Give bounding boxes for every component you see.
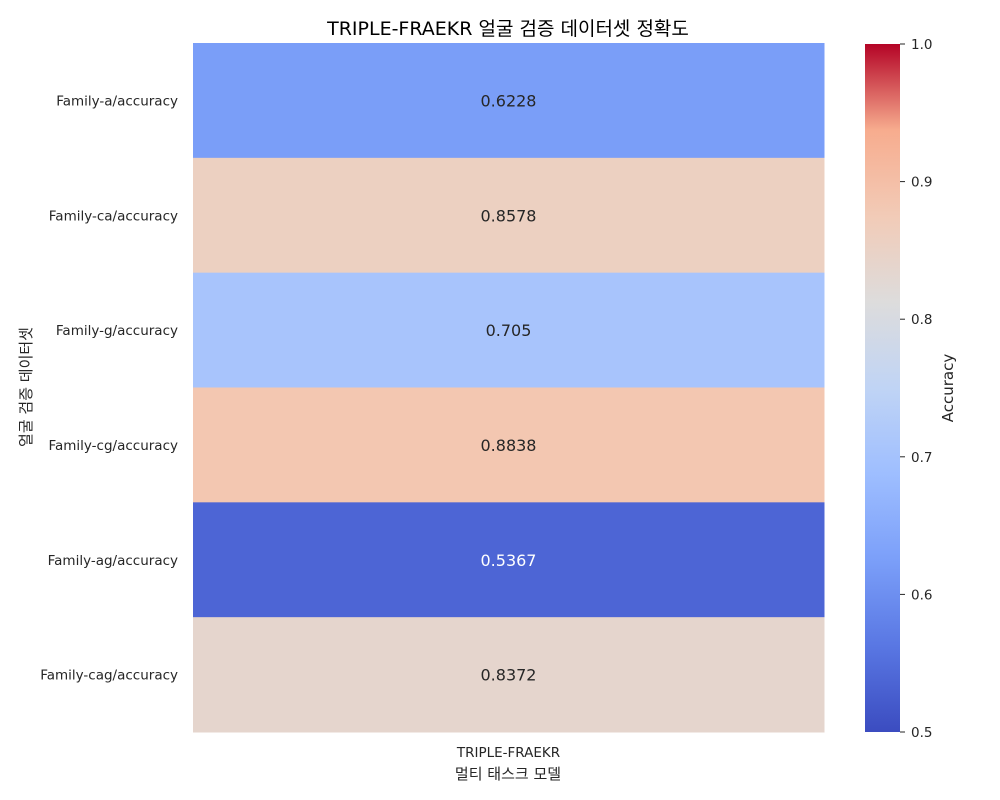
heatmap-cells: 0.6228 0.8578 0.705 0.8838 0.5367 0.8372 bbox=[193, 43, 825, 733]
y-tick-label: Family-cg/accuracy bbox=[48, 438, 178, 454]
colorbar-tick-label: 0.8 bbox=[911, 312, 932, 328]
x-axis-label: 멀티 태스크 모델 bbox=[455, 765, 561, 783]
y-tick-label: Family-ag/accuracy bbox=[48, 553, 178, 569]
heatmap-cell bbox=[193, 617, 825, 733]
y-tick-label: Family-g/accuracy bbox=[56, 323, 178, 339]
y-tick-labels: Family-a/accuracy Family-ca/accuracy Famil… bbox=[40, 93, 178, 683]
y-axis-label: 얼굴 검증 데이터셋 bbox=[17, 327, 35, 447]
heatmap-cell bbox=[193, 43, 825, 159]
heatmap-cell bbox=[193, 272, 825, 388]
y-tick-label: Family-cag/accuracy bbox=[40, 668, 178, 684]
cell-value-label: 0.8372 bbox=[481, 666, 537, 685]
colorbar-tick-label: 0.9 bbox=[911, 175, 932, 191]
cell-value-label: 0.8578 bbox=[481, 206, 537, 225]
y-tick-label: Family-ca/accuracy bbox=[49, 208, 178, 224]
x-tick-labels: TRIPLE-FRAEKR bbox=[456, 745, 560, 761]
colorbar-tick-label: 0.6 bbox=[911, 587, 932, 603]
colorbar-ticks: 0.5 0.6 0.7 0.8 0.9 1.0 bbox=[900, 37, 932, 741]
heatmap-cell bbox=[193, 387, 825, 503]
heatmap-cell bbox=[193, 502, 825, 618]
cell-value-label: 0.705 bbox=[486, 321, 532, 340]
x-tick-label: TRIPLE-FRAEKR bbox=[456, 745, 560, 761]
y-tick-label: Family-a/accuracy bbox=[56, 93, 178, 109]
colorbar-label: Accuracy bbox=[939, 354, 957, 423]
colorbar-tick-label: 0.7 bbox=[911, 450, 932, 466]
cell-value-label: 0.5367 bbox=[481, 551, 537, 570]
colorbar bbox=[865, 44, 900, 732]
cell-value-label: 0.8838 bbox=[481, 436, 537, 455]
colorbar-tick-label: 1.0 bbox=[911, 37, 932, 53]
chart-title: TRIPLE-FRAEKR 얼굴 검증 데이터셋 정확도 bbox=[326, 18, 689, 40]
heatmap-cell bbox=[193, 157, 825, 274]
cell-value-label: 0.6228 bbox=[481, 91, 537, 110]
colorbar-tick-label: 0.5 bbox=[911, 725, 932, 741]
